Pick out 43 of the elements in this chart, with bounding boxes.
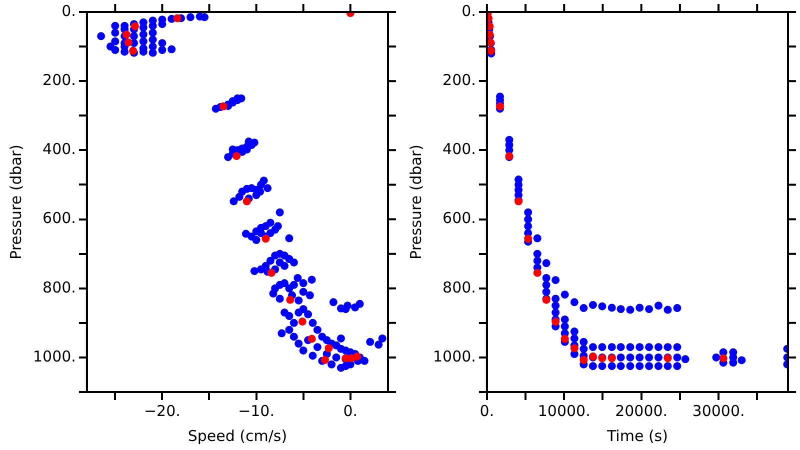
point bbox=[352, 352, 361, 360]
y-tick-label: 600. bbox=[442, 209, 476, 228]
x-tick-label: 20000. bbox=[615, 402, 668, 420]
point bbox=[570, 344, 578, 352]
x-axis-title: Time (s) bbox=[606, 426, 668, 445]
point bbox=[496, 102, 504, 110]
y-axis-title: Pressure (dbar) bbox=[6, 144, 25, 260]
x-tick-label: −20. bbox=[144, 402, 180, 420]
x-tick-label: 0. bbox=[480, 402, 494, 420]
point bbox=[267, 268, 276, 277]
point bbox=[580, 356, 588, 364]
y-tick-label: 1000. bbox=[432, 347, 476, 366]
point bbox=[324, 344, 333, 352]
point bbox=[320, 356, 329, 364]
point bbox=[219, 102, 228, 110]
x-tick-label: 10000. bbox=[538, 402, 590, 420]
point bbox=[242, 197, 251, 206]
point bbox=[298, 318, 306, 326]
point bbox=[533, 268, 542, 277]
x-tick-label: −10. bbox=[238, 402, 275, 420]
y-tick-label: 0. bbox=[462, 2, 476, 20]
point bbox=[552, 318, 560, 326]
y-tick-label: 600. bbox=[42, 209, 76, 228]
y-tick-label: 200. bbox=[42, 70, 76, 89]
x-tick-label: 30000. bbox=[692, 402, 745, 420]
y-tick-label: 800. bbox=[442, 278, 476, 296]
y-tick-label: 400. bbox=[442, 140, 476, 158]
point bbox=[232, 152, 241, 160]
point bbox=[124, 38, 132, 46]
point bbox=[173, 14, 182, 22]
point bbox=[719, 354, 728, 362]
y-tick-label: 1000. bbox=[32, 347, 76, 366]
y-tick-label: 800. bbox=[42, 278, 76, 296]
y-tick-label: 400. bbox=[42, 140, 76, 158]
y-axis-title: Pressure (dbar) bbox=[406, 144, 425, 260]
point bbox=[286, 296, 294, 304]
point bbox=[524, 234, 532, 243]
x-tick-label: 0. bbox=[343, 402, 358, 420]
point bbox=[308, 334, 316, 343]
x-axis-title: Speed (cm/s) bbox=[188, 426, 288, 445]
point bbox=[560, 334, 569, 343]
y-tick-label: 0. bbox=[62, 2, 76, 20]
y-tick-label: 200. bbox=[442, 70, 476, 89]
